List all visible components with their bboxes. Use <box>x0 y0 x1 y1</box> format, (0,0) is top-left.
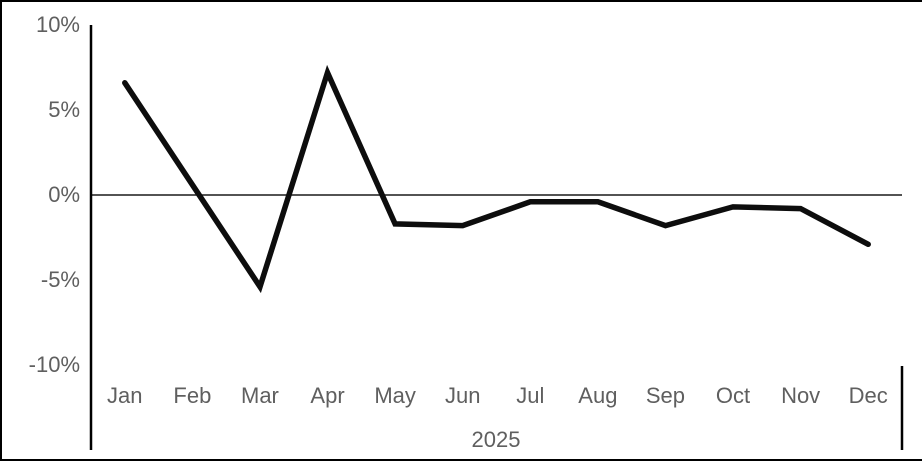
x-tick-label: Jan <box>107 383 143 408</box>
x-tick-label: Nov <box>781 383 821 408</box>
x-tick-label: Feb <box>173 383 212 408</box>
x-tick-label: Dec <box>848 383 888 408</box>
x-axis-year-label: 2025 <box>471 427 521 452</box>
x-tick-label: Apr <box>310 383 345 408</box>
y-tick-label: 5% <box>48 97 80 122</box>
y-tick-label: -10% <box>28 352 80 377</box>
y-tick-label: -5% <box>40 267 80 292</box>
data-series-line <box>122 64 871 294</box>
x-tick-label: Mar <box>241 383 279 408</box>
y-tick-label: 10% <box>35 12 80 37</box>
x-tick-label: Oct <box>715 383 751 408</box>
x-tick-label: Aug <box>578 383 618 408</box>
x-tick-label: Jun <box>444 383 481 408</box>
y-tick-label: 0% <box>48 182 80 207</box>
x-tick-label: Sep <box>645 383 686 408</box>
x-tick-label: May <box>374 383 416 408</box>
x-tick-label: Jul <box>516 383 545 408</box>
